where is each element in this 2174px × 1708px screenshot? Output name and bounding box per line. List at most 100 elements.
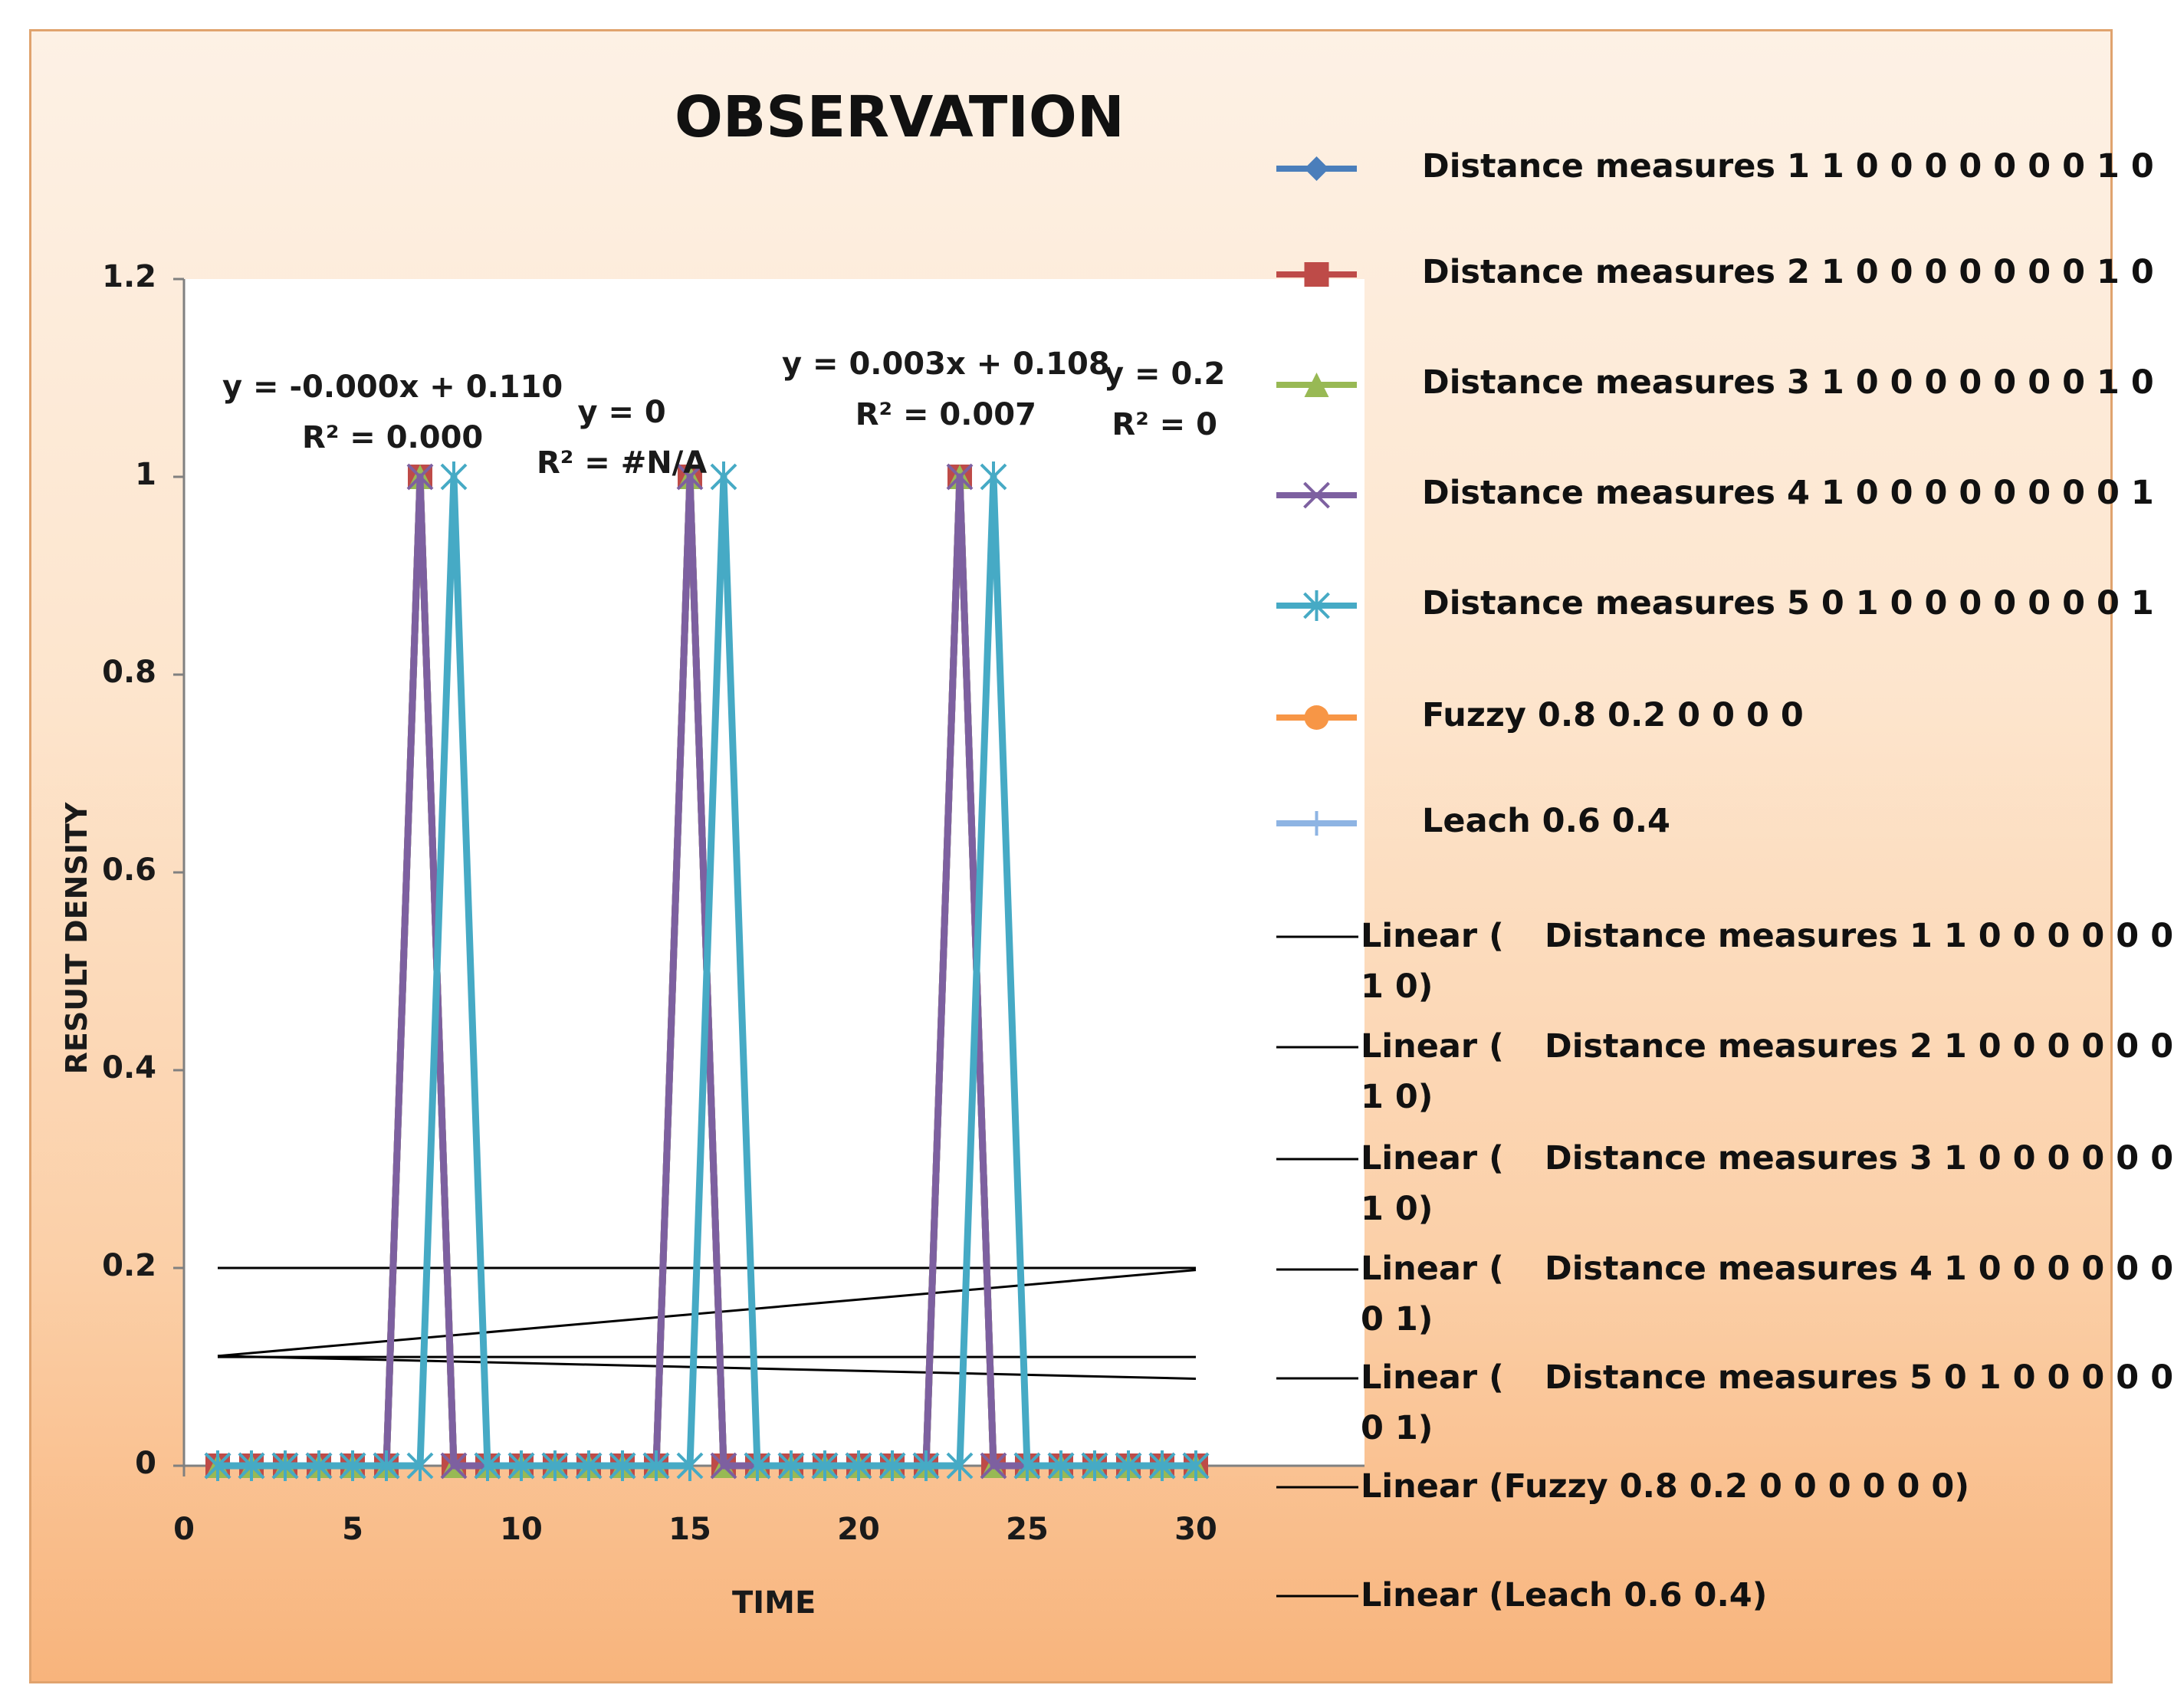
trendline-annotation: y = 0.003x + 0.108 R² = 0.007 [782, 339, 1110, 440]
y-axis-label: RESULT DENSITY [60, 802, 94, 1075]
legend-linear-prefix: Linear ( [1361, 1139, 1504, 1178]
data-point [777, 1450, 805, 1481]
legend-entry: Distance measures 2 1 0 0 0 0 0 0 0 1 0 [1422, 253, 2154, 291]
data-point [1081, 1450, 1108, 1481]
trendline-annotation: y = 0 R² = #N/A [537, 387, 707, 488]
data-point [339, 1450, 366, 1481]
trendline-r-squared: R² = #N/A [537, 445, 708, 481]
data-point [912, 1450, 940, 1481]
legend-marker [1304, 262, 1329, 287]
legend-linear-prefix: Linear ( [1361, 917, 1504, 955]
legend-linear-tail: 1 0) [1361, 1078, 1433, 1116]
data-point [238, 1450, 265, 1481]
data-point [946, 463, 974, 491]
series-line [218, 473, 1196, 1470]
data-point [676, 463, 704, 491]
legend-linear-name: Distance measures 3 1 0 0 0 0 0 0 0 [1545, 1139, 2174, 1178]
x-tick-label: 30 [1174, 1512, 1217, 1547]
trendline-r-squared: R² = 0.000 [302, 420, 484, 455]
legend-linear-prefix: Linear ( [1361, 1250, 1504, 1288]
trendline-r-squared: R² = 0.007 [855, 397, 1036, 432]
y-tick-label: 0.2 [102, 1248, 156, 1283]
y-tick-label: 0 [135, 1446, 156, 1481]
trendline-equation: y = 0.2 [1104, 356, 1226, 392]
data-point [609, 1450, 636, 1481]
trendline-equation: y = 0.003x + 0.108 [782, 347, 1110, 382]
x-tick-label: 10 [500, 1512, 543, 1547]
data-point [541, 1450, 569, 1481]
data-point [980, 1452, 1007, 1480]
data-point [474, 1450, 501, 1481]
data-point [1182, 1450, 1210, 1481]
x-tick-label: 20 [837, 1512, 880, 1547]
trendline-equation: y = -0.000x + 0.110 [222, 370, 563, 405]
legend-entry: Distance measures 5 0 1 0 0 0 0 0 0 0 1 [1422, 584, 2154, 622]
legend-linear-entry: Linear (Fuzzy 0.8 0.2 0 0 0 0 0 0) [1361, 1467, 1969, 1506]
x-tick-label: 25 [1006, 1512, 1049, 1547]
legend-linear-prefix: Linear ( [1361, 1358, 1504, 1397]
trendline-annotation: y = 0.2 R² = 0 [1104, 349, 1225, 450]
y-tick-label: 0.6 [102, 852, 156, 888]
legend-marker [1304, 705, 1329, 730]
y-tick-label: 1.2 [102, 259, 156, 294]
x-tick-label: 15 [668, 1512, 711, 1547]
data-point [845, 1450, 872, 1481]
legend-linear-prefix: Linear ( [1361, 1027, 1504, 1066]
legend-entry: Distance measures 1 1 0 0 0 0 0 0 0 1 0 [1422, 147, 2154, 186]
legend-marker [1303, 590, 1330, 621]
legend-marker [1304, 811, 1329, 836]
trendline [217, 1269, 1197, 1358]
data-point [1148, 1450, 1176, 1481]
data-point [1115, 1450, 1142, 1481]
data-point [440, 1452, 468, 1480]
trendline-annotation: y = -0.000x + 0.110 R² = 0.000 [222, 362, 563, 463]
data-point [373, 1450, 400, 1481]
legend-linear-tail: 0 1) [1361, 1409, 1433, 1447]
data-point [1047, 1450, 1075, 1481]
series-group [204, 461, 1210, 1481]
legend-linear-name: Distance measures 1 1 0 0 0 0 0 0 0 [1545, 917, 2174, 955]
data-point [271, 1450, 299, 1481]
legend-marker [1303, 481, 1330, 509]
data-point [676, 1450, 704, 1481]
series-5 [204, 461, 1210, 1481]
data-point [710, 461, 737, 492]
data-point [204, 1450, 232, 1481]
data-point [575, 1450, 603, 1481]
data-point [642, 1450, 670, 1481]
legend-linear-entry: Linear (Leach 0.6 0.4) [1361, 1576, 1768, 1614]
legend-linear-tail: 1 0) [1361, 967, 1433, 1006]
legend-linear-name: Distance measures 4 1 0 0 0 0 0 0 0 [1545, 1250, 2174, 1288]
data-point [1013, 1450, 1041, 1481]
legend-entry: Distance measures 4 1 0 0 0 0 0 0 0 0 1 [1422, 474, 2154, 512]
data-point [811, 1450, 839, 1481]
legend-marker [1304, 156, 1329, 181]
data-point [507, 1450, 535, 1481]
legend-entry: Fuzzy 0.8 0.2 0 0 0 0 [1422, 696, 1804, 734]
legend-entry: Distance measures 3 1 0 0 0 0 0 0 0 1 0 [1422, 363, 2154, 402]
data-point [406, 463, 434, 491]
x-axis-label: TIME [732, 1585, 816, 1621]
y-tick-label: 0.4 [102, 1050, 156, 1086]
legend-marker [1304, 373, 1329, 397]
trendline-equation: y = 0 [577, 395, 666, 430]
data-point [440, 461, 468, 492]
data-point [744, 1450, 771, 1481]
legend-entry: Leach 0.6 0.4 [1422, 802, 1670, 840]
x-tick-label: 0 [173, 1512, 195, 1547]
trendlines [217, 1266, 1197, 1380]
legend-linear-name: Distance measures 2 1 0 0 0 0 0 0 0 [1545, 1027, 2174, 1066]
trendline-r-squared: R² = 0 [1112, 407, 1217, 442]
y-tick-label: 1 [135, 457, 156, 492]
legend-linear-name: Distance measures 5 0 1 0 0 0 0 0 0 [1545, 1358, 2174, 1397]
legend-linear-tail: 0 1) [1361, 1300, 1433, 1338]
y-tick-label: 0.8 [102, 655, 156, 690]
chart-title: OBSERVATION [675, 84, 1125, 150]
trendline [217, 1355, 1197, 1380]
legend-linear-tail: 1 0) [1361, 1190, 1433, 1228]
data-point [406, 1450, 434, 1481]
legend-symbols [1276, 156, 1358, 1598]
data-point [980, 461, 1007, 492]
data-point [946, 1450, 974, 1481]
